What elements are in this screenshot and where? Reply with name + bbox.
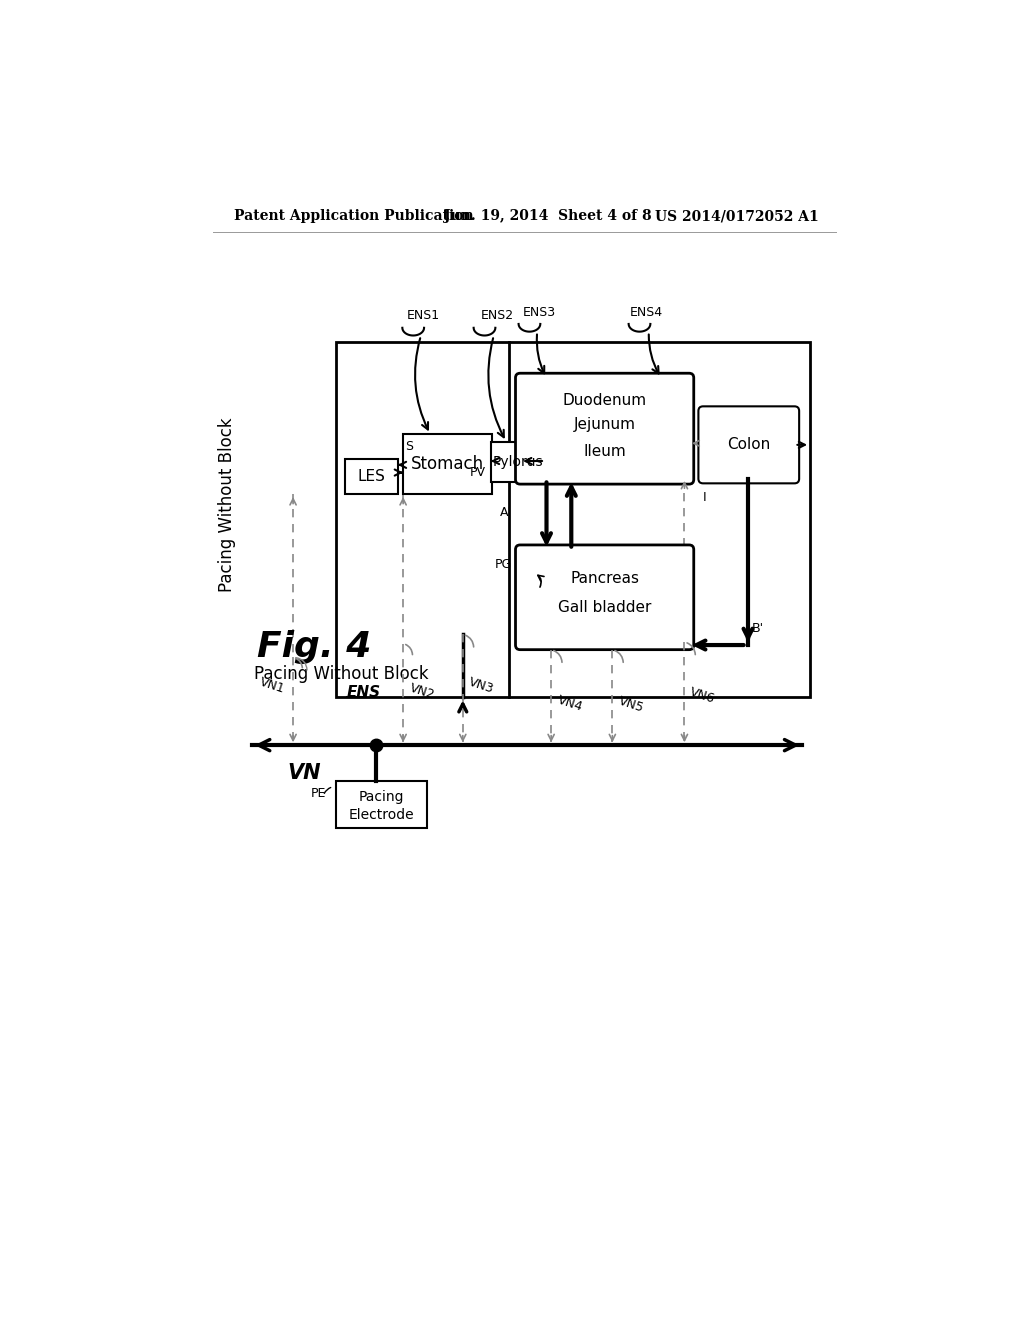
Text: Pacing: Pacing — [358, 791, 404, 804]
Bar — [403, 434, 493, 494]
Text: VN6: VN6 — [688, 685, 717, 706]
Text: ENS: ENS — [346, 685, 381, 700]
Text: Fig. 4: Fig. 4 — [257, 631, 372, 664]
Text: LES: LES — [357, 469, 385, 484]
Text: VN2: VN2 — [408, 681, 436, 701]
Text: ENS2: ENS2 — [480, 309, 514, 322]
Text: VN4: VN4 — [556, 693, 585, 714]
FancyBboxPatch shape — [698, 407, 799, 483]
Text: Pacing Without Block: Pacing Without Block — [254, 665, 429, 684]
Text: Gall bladder: Gall bladder — [558, 599, 651, 615]
Bar — [336, 342, 810, 697]
Text: Ileum: Ileum — [584, 444, 626, 458]
Text: ENS1: ENS1 — [407, 309, 440, 322]
FancyBboxPatch shape — [515, 545, 693, 649]
Text: Jejunum: Jejunum — [573, 417, 636, 432]
Text: Stomach: Stomach — [411, 455, 484, 473]
Text: VN3: VN3 — [467, 676, 496, 696]
Text: B': B' — [752, 622, 764, 635]
Text: Pancreas: Pancreas — [570, 572, 639, 586]
Bar — [336, 780, 427, 829]
Text: ENS4: ENS4 — [630, 306, 664, 319]
Text: Pylorus: Pylorus — [493, 455, 543, 469]
Text: Duodenum: Duodenum — [562, 393, 647, 408]
Text: Colon: Colon — [727, 437, 770, 453]
Text: PE: PE — [311, 787, 327, 800]
Bar — [490, 442, 545, 482]
Text: ENS3: ENS3 — [523, 306, 556, 319]
Text: VN5: VN5 — [617, 694, 646, 715]
Text: VN: VN — [288, 763, 322, 783]
FancyBboxPatch shape — [515, 374, 693, 484]
Text: Electrode: Electrode — [348, 808, 415, 822]
Text: PV: PV — [470, 466, 486, 479]
Text: Pacing Without Block: Pacing Without Block — [218, 417, 237, 593]
Text: Jun. 19, 2014  Sheet 4 of 8: Jun. 19, 2014 Sheet 4 of 8 — [444, 209, 652, 223]
Bar — [345, 459, 397, 494]
Text: PG: PG — [496, 558, 512, 572]
Text: I: I — [703, 491, 707, 504]
Text: S: S — [406, 440, 414, 453]
Text: A': A' — [501, 506, 512, 519]
Text: VN1: VN1 — [258, 676, 287, 696]
Text: Patent Application Publication: Patent Application Publication — [234, 209, 474, 223]
Text: US 2014/0172052 A1: US 2014/0172052 A1 — [655, 209, 819, 223]
